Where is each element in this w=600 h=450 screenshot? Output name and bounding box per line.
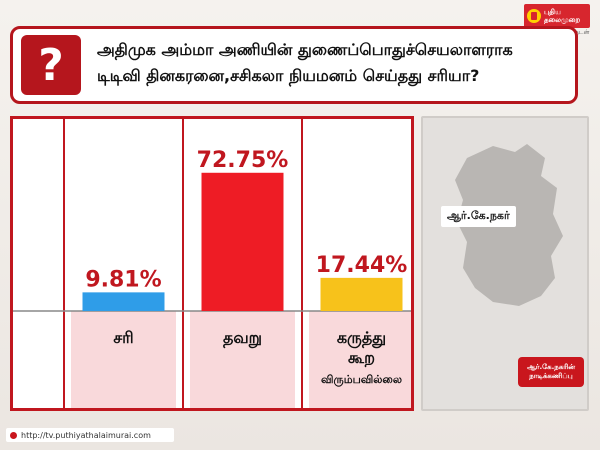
badge-line1: ஆர்.கே.நகரின் xyxy=(526,363,576,371)
logo-line1: புதிய xyxy=(544,8,561,16)
value-label-3: 17.44% xyxy=(316,253,408,278)
question-text: அதிமுக அம்மா அணியின் துணைப்பொதுச்செயலாளர… xyxy=(97,37,567,89)
question-box: ? அதிமுக அம்மா அணியின் துணைப்பொதுச்செயலா… xyxy=(10,26,578,104)
footer-url-bar: http://tv.puthiyathalaimurai.com xyxy=(6,428,174,442)
bar-chart: 9.81% சரி 72.75% தவறு 17.44% கருத்துகூற விரும்… xyxy=(13,119,411,408)
logo-line2: தலைமுறை xyxy=(544,16,581,24)
category-label-3: கருத்து xyxy=(337,328,386,348)
category-label-2: தவறு xyxy=(223,328,262,348)
question-mark-icon: ? xyxy=(21,35,81,95)
question-line2: டிடிவி தினகரனை,சசிகலா நியமனம் செய்தது சர… xyxy=(97,66,480,85)
location-pin-icon xyxy=(10,431,17,439)
bar-3 xyxy=(320,277,403,311)
chart-panel: 9.81% சரி 72.75% தவறு 17.44% கருத்து கூற விரும்… xyxy=(10,116,414,411)
bar-1 xyxy=(82,292,165,311)
value-label-2: 72.75% xyxy=(197,148,289,173)
channel-logo: புதிய தலைமுறை xyxy=(524,4,590,28)
category-label-3: கூற xyxy=(348,348,375,367)
value-label-1: 9.81% xyxy=(85,267,161,292)
category-label-1: சரி xyxy=(113,328,133,347)
poll-badge: ஆர்.கே.நகரின் நாடிக்கணிப்பு xyxy=(518,357,584,387)
footer-url: http://tv.puthiyathalaimurai.com xyxy=(21,430,151,440)
map-panel: ஆர்.கே.நகர் xyxy=(421,116,589,411)
question-line1: அதிமுக அம்மா அணியின் துணைப்பொதுச்செயலாளர… xyxy=(97,40,513,59)
map-label: ஆர்.கே.நகர் xyxy=(441,206,516,227)
badge-line2: நாடிக்கணிப்பு xyxy=(529,372,573,380)
logo-icon xyxy=(527,9,541,23)
bar-2 xyxy=(201,172,284,311)
category-label-3: விரும்பவில்லை xyxy=(321,373,402,387)
